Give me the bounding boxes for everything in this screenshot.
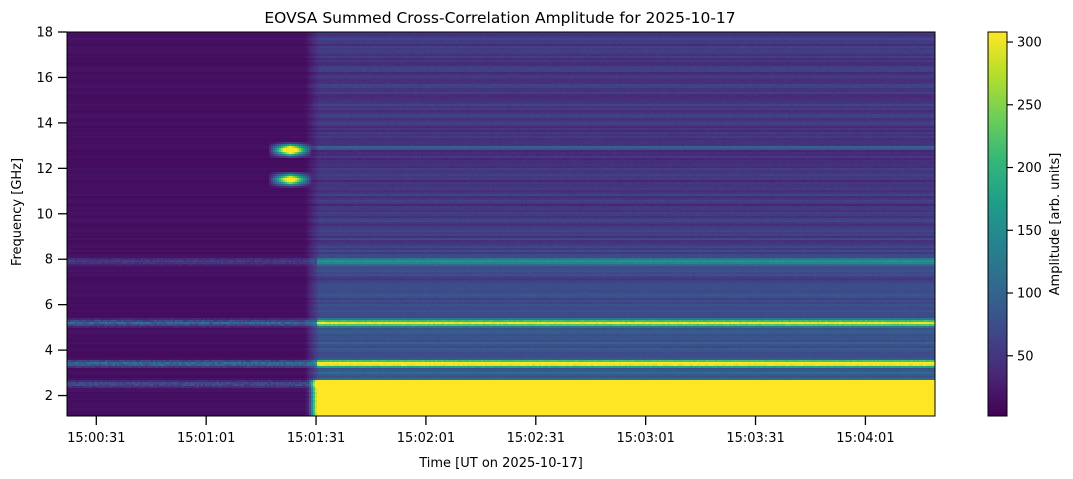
x-axis: 15:00:31 15:01:01 15:01:31 15:02:01 15:02:31…: [67, 416, 895, 446]
spectrogram-heatmap: [67, 32, 935, 416]
x-axis-label: Time [UT on 2025-10-17]: [418, 456, 583, 471]
x-tick-label: 15:03:01: [616, 431, 674, 446]
colorbar-label: Amplitude [arb. units]: [1048, 153, 1063, 296]
colorbar-tick-label: 50: [1017, 349, 1034, 364]
y-axis-label: Frequency [GHz]: [10, 158, 25, 266]
colorbar-tick-label: 250: [1017, 98, 1042, 113]
x-tick-label: 15:02:01: [397, 431, 455, 446]
plot-frame: [66, 31, 936, 417]
x-tick-label: 15:02:31: [507, 431, 565, 446]
y-tick-label: 18: [36, 26, 53, 41]
x-tick-label: 15:04:01: [836, 431, 894, 446]
colorbar-tick-label: 300: [1017, 36, 1042, 51]
y-tick-label: 6: [45, 298, 53, 313]
chart-title: EOVSA Summed Cross-Correlation Amplitude…: [264, 9, 735, 27]
colorbar-tick-label: 150: [1017, 224, 1042, 239]
colorbar-tick-label: 200: [1017, 161, 1042, 176]
y-tick-label: 8: [45, 253, 53, 268]
y-tick-label: 14: [36, 116, 53, 131]
x-tick-label: 15:00:31: [67, 431, 125, 446]
y-tick-label: 4: [45, 344, 53, 359]
x-tick-label: 15:03:31: [726, 431, 784, 446]
colorbar-gradient: [987, 31, 1008, 417]
colorbar: 50 100 150 200 250 300 Amplitude [arb. units]: [987, 31, 1063, 417]
colorbar-ticks: 50 100 150 200 250 300: [1007, 36, 1042, 364]
colorbar-tick-label: 100: [1017, 287, 1042, 302]
y-tick-label: 10: [36, 207, 53, 222]
y-tick-label: 16: [36, 71, 53, 86]
x-tick-label: 15:01:31: [287, 431, 345, 446]
y-tick-label: 2: [45, 389, 53, 404]
y-tick-label: 12: [36, 162, 53, 177]
spectrogram-plot: [66, 31, 936, 417]
x-tick-label: 15:01:01: [177, 431, 235, 446]
y-axis: 2 4 6 8 10 12 14 16 18: [36, 26, 67, 404]
